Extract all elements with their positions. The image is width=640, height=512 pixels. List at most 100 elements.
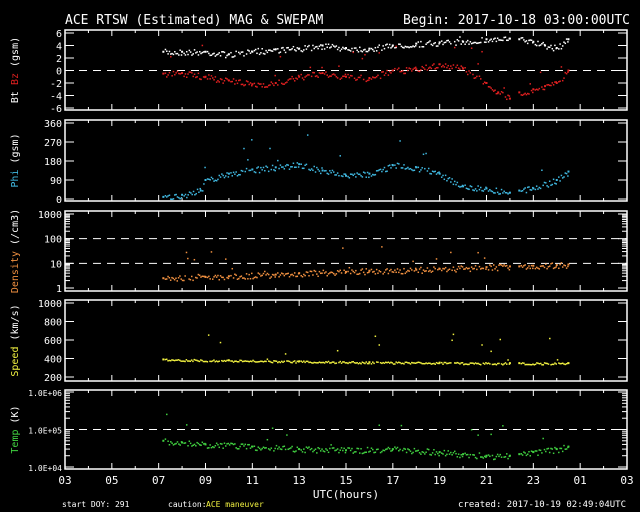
data-point (300, 163, 302, 165)
data-point (489, 188, 491, 191)
y-tick-label: 90 (50, 176, 62, 187)
data-point (283, 168, 286, 170)
data-point (529, 363, 532, 366)
data-point (190, 192, 192, 194)
data-point (253, 82, 256, 85)
data-point (355, 47, 357, 49)
data-point (316, 362, 318, 364)
data-point (232, 78, 235, 80)
data-point (248, 50, 250, 52)
data-point (518, 91, 521, 94)
data-point (485, 268, 487, 270)
data-point (382, 449, 384, 452)
data-point (453, 180, 456, 183)
data-point (336, 77, 339, 79)
data-point (520, 190, 523, 192)
data-point (502, 39, 504, 42)
created-time: created: 2017-10-19 02:49:04UTC (458, 500, 626, 510)
data-point (507, 193, 509, 195)
data-point (409, 450, 412, 452)
data-point (175, 193, 177, 196)
data-point (504, 362, 507, 364)
data-point (264, 169, 266, 172)
data-point (239, 79, 241, 81)
data-point (168, 194, 171, 196)
data-point (491, 89, 494, 91)
x-tick-label: 19 (433, 474, 446, 487)
data-point (538, 449, 541, 451)
data-point (555, 266, 557, 268)
data-point (524, 363, 526, 366)
data-point (162, 277, 165, 280)
data-point (247, 360, 249, 363)
data-point (504, 36, 507, 38)
begin-time: Begin: 2017-10-18 03:00:00UTC (403, 13, 630, 28)
y-tick-label: 180 (44, 157, 62, 168)
y-tick-label: -4 (50, 92, 62, 103)
data-point (168, 443, 171, 446)
data-point (189, 360, 192, 363)
data-point (425, 362, 427, 364)
data-point (532, 40, 535, 43)
data-point (266, 272, 269, 275)
data-point (287, 272, 289, 275)
data-point (456, 181, 459, 184)
data-point (526, 186, 529, 189)
data-point (477, 42, 479, 44)
data-point (296, 78, 299, 80)
data-point (202, 51, 205, 53)
data-point (214, 274, 217, 277)
data-point (523, 39, 525, 41)
data-point (348, 76, 351, 79)
data-point (461, 266, 464, 268)
data-point (288, 447, 291, 450)
data-point (172, 70, 175, 73)
data-point (437, 45, 439, 47)
data-point (288, 276, 291, 278)
data-point (329, 170, 331, 172)
data-point (174, 73, 176, 76)
data-point (433, 171, 435, 173)
data-point (219, 55, 222, 57)
y-tick-label: 1.0E+05 (28, 427, 62, 436)
data-point (223, 51, 226, 54)
data-point (196, 188, 199, 191)
data-point (431, 64, 434, 67)
data-point (453, 362, 456, 364)
data-point (173, 359, 176, 362)
data-point (559, 43, 561, 45)
data-point (542, 364, 545, 366)
data-point (490, 265, 492, 268)
data-point (338, 174, 340, 177)
data-point (430, 454, 433, 456)
data-point (434, 267, 436, 270)
data-point (530, 264, 533, 267)
data-point (164, 72, 167, 74)
data-point (244, 443, 247, 446)
data-point (306, 134, 309, 136)
data-point (209, 78, 211, 80)
data-point (198, 78, 201, 80)
data-point (565, 363, 568, 365)
data-point (555, 81, 557, 83)
data-point (418, 170, 421, 173)
data-point (252, 359, 254, 362)
data-point (496, 37, 499, 39)
data-point (438, 454, 440, 457)
data-point (348, 49, 351, 51)
y-tick-label: 800 (44, 318, 62, 329)
data-point (427, 270, 430, 273)
data-point (265, 49, 267, 52)
data-point (386, 361, 388, 364)
data-point (257, 272, 260, 274)
data-point (560, 66, 563, 68)
data-point (407, 448, 409, 450)
data-point (168, 277, 171, 279)
data-point (450, 251, 452, 254)
data-point (489, 264, 491, 266)
data-point (351, 269, 353, 271)
data-point (558, 176, 560, 178)
data-point (481, 267, 483, 270)
data-point (258, 360, 261, 363)
data-point (327, 451, 330, 454)
